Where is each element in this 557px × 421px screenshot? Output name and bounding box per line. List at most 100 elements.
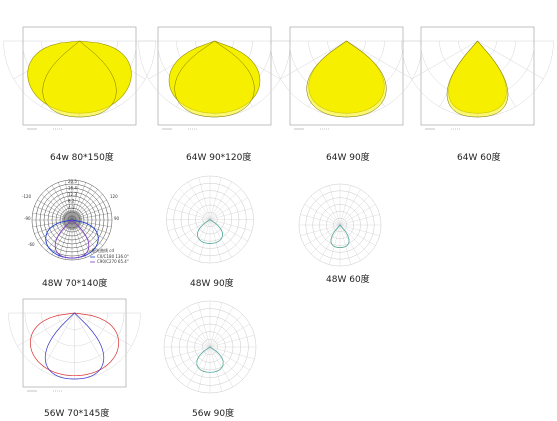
legend-title: 配光曲线 cd — [92, 247, 114, 253]
polar-grid-spoke — [17, 312, 75, 347]
angle-label: -120 — [22, 194, 32, 199]
angle-label: 120 — [110, 194, 118, 199]
polar-grid-spoke — [339, 224, 370, 255]
polar-grid-spoke — [197, 346, 211, 392]
polar-grid-spoke — [329, 224, 341, 265]
polar-grid-spoke — [411, 40, 478, 80]
polar-grid-spoke — [209, 323, 250, 348]
diagram-svg: 20.5 16.412.3 8.24.1 -120 -90 -60 90 120 配光曲线 cd… — [22, 179, 129, 264]
polar-grid-spoke — [209, 346, 223, 392]
beam-curve-c90 — [197, 219, 223, 244]
polar-grid-spoke — [198, 177, 211, 220]
polar-grid-spoke — [477, 40, 544, 80]
diagram-svg — [166, 175, 254, 264]
beam-curve-c90 — [196, 346, 224, 373]
polar-grid-spoke — [172, 197, 211, 220]
caption-56w-90: 56w 90度 — [192, 409, 235, 419]
angle-label: -90 — [24, 216, 31, 221]
diagram-svg — [401, 26, 554, 130]
polar-grid-spoke — [310, 224, 341, 255]
polar-grid-spoke — [339, 224, 380, 236]
polar-grid-spoke — [209, 346, 255, 360]
polar-grid-spoke — [300, 224, 341, 236]
polar-grid-spoke — [310, 195, 341, 226]
polar-grid-spoke — [74, 312, 132, 347]
polar-grid-spoke — [209, 307, 234, 348]
scale-label: 20.5 — [68, 179, 77, 184]
polar-grid-spoke — [172, 219, 211, 242]
caption-48w-90: 48W 90度 — [190, 279, 234, 289]
polar-grid-spoke — [209, 334, 255, 348]
caption-64w-90: 64W 90度 — [326, 153, 370, 163]
polar-grid-spoke — [188, 219, 211, 258]
polar-grid-spoke — [209, 197, 248, 220]
polar-grid-spoke — [209, 346, 243, 380]
polar-grid-spoke — [339, 224, 351, 265]
polar-grid-spoke — [165, 346, 211, 360]
beam-curve-c0 — [29, 312, 120, 377]
beam-curve-c90 — [54, 219, 90, 259]
polar-grid-spoke — [339, 214, 380, 226]
polar-diagram-56w-70x145 — [8, 297, 141, 399]
scale-label: 16.4 — [68, 186, 77, 191]
angle-label: 90 — [114, 216, 120, 221]
polar-grid-spoke — [319, 224, 341, 261]
polar-grid-spoke — [179, 219, 211, 251]
polar-grid-spoke — [346, 40, 413, 80]
polar-diagram-64w-90x120 — [138, 25, 291, 137]
polar-grid-spoke — [319, 189, 341, 226]
diagram-svg — [138, 26, 291, 130]
angle-label: -60 — [28, 242, 35, 247]
beam-curve-c90 — [42, 40, 117, 118]
beam-curve-c90 — [446, 40, 509, 118]
diagram-svg — [8, 298, 141, 392]
polar-grid-spoke — [179, 188, 211, 220]
diagram-svg — [298, 183, 382, 267]
polar-grid-spoke — [209, 208, 253, 220]
polar-grid-spoke — [209, 302, 223, 348]
polar-grid-spoke — [280, 40, 347, 80]
polar-grid-spoke — [304, 204, 341, 226]
polar-diagram-56w-90 — [160, 297, 260, 397]
legend-entry-c90: C90/C270 65.4° — [97, 259, 129, 264]
polar-diagram-64w-80x150 — [3, 25, 156, 137]
polar-grid-spoke — [167, 219, 211, 231]
caption-48w-60: 48W 60度 — [326, 275, 370, 285]
polar-grid-spoke — [170, 323, 211, 348]
polar-grid-spoke — [41, 312, 75, 371]
polar-grid-spoke — [74, 312, 108, 371]
polar-grid-spoke — [209, 346, 250, 371]
diagram-svg — [3, 26, 156, 130]
polar-grid-spoke — [209, 346, 234, 387]
polar-grid-spoke — [177, 314, 211, 348]
polar-diagram-48w-90 — [160, 172, 260, 267]
beam-curve-c90 — [330, 224, 350, 248]
caption-56w-70x145: 56W 70*145度 — [44, 409, 110, 419]
polar-grid-spoke — [329, 185, 341, 226]
polar-grid-spoke — [209, 219, 241, 251]
caption-64w-90x120: 64W 90*120度 — [186, 153, 252, 163]
polar-grid-spoke — [339, 224, 361, 261]
caption-48w-70x140: 48W 70*140度 — [42, 279, 108, 289]
scale-label: 8.2 — [68, 199, 75, 204]
polar-grid-spoke — [300, 214, 341, 226]
diagram-svg — [270, 26, 423, 130]
polar-grid-spoke — [339, 195, 370, 226]
scale-label: 12.3 — [68, 192, 77, 197]
beam-curve-c90 — [306, 40, 387, 118]
polar-grid-spoke — [339, 204, 376, 226]
polar-grid-spoke — [177, 346, 211, 380]
polar-diagram-48w-60 — [290, 180, 390, 270]
polar-grid-spoke — [186, 346, 211, 387]
polar-grid-spoke — [167, 208, 211, 220]
polar-grid-spoke — [339, 185, 351, 226]
polar-grid-spoke — [209, 219, 232, 258]
polar-grid-spoke — [198, 219, 211, 262]
polar-grid-spoke — [304, 224, 341, 246]
caption-64w-60: 64W 60度 — [457, 153, 501, 163]
polar-grid-spoke — [209, 177, 222, 220]
polar-grid-spoke — [209, 219, 253, 231]
polar-grid-spoke — [170, 346, 211, 371]
polar-grid-spoke — [209, 181, 232, 220]
polar-grid-spoke — [188, 181, 211, 220]
